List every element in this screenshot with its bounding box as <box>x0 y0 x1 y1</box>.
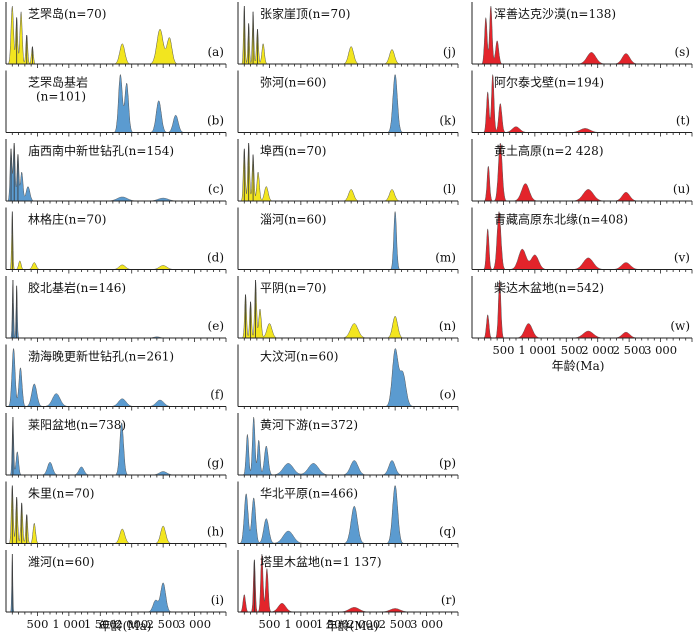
panel-letter: (h) <box>207 525 224 539</box>
panel-label: 芝罘岛(n=70) <box>28 6 106 21</box>
panel-label: 渤海晚更新世钻孔(n=261) <box>28 349 174 364</box>
x-axis-label-col-1: 年龄(Ma) <box>99 619 152 633</box>
x-tick-label: 1 500 <box>550 343 583 357</box>
panel-letter: (w) <box>670 319 690 333</box>
panel-q: 华北平原(n=466) (q) <box>237 481 459 548</box>
panel-label: 芝罘岛基岩 <box>28 75 88 90</box>
panel-label: 胶北基岩(n=146) <box>28 280 126 295</box>
panel-letter: (q) <box>439 525 456 539</box>
x-tick-label: 3 000 <box>410 617 443 631</box>
panel-e: 胶北基岩(n=146) (e) <box>5 276 227 342</box>
x-tick-label: 1 000 <box>52 617 85 631</box>
x-tick-label: 500 <box>26 617 48 631</box>
panel-label: 埠西(n=70) <box>260 144 326 158</box>
x-tick-label: 2 000 <box>347 617 380 631</box>
x-tick-label: 1 000 <box>518 343 551 357</box>
panel-label: 朱里(n=70) <box>28 487 94 501</box>
panel-k: 弥河(n=60) (k) <box>237 70 459 137</box>
panel-letter: (l) <box>443 182 456 196</box>
panel-b: 芝罘岛基岩(n=101) (b) <box>5 70 227 137</box>
panel-letter: (v) <box>674 251 690 265</box>
panel-label-n: (n=101) <box>36 90 86 104</box>
panel-letter: (t) <box>676 114 690 128</box>
x-tick-label: 1 500 <box>84 617 117 631</box>
panel-letter: (b) <box>207 114 224 128</box>
panel-label: 黄土高原(n=2 428) <box>494 143 604 158</box>
panel-d: 林格庄(n=70) (d) <box>5 207 227 274</box>
x-tick-label: 2 000 <box>581 343 614 357</box>
panel-j: 张家崖顶(n=70) (j) <box>237 2 459 68</box>
panel-label: 淄河(n=60) <box>260 213 326 227</box>
panel-letter: (g) <box>207 456 224 470</box>
x-tick-label: 500 <box>492 343 514 357</box>
panel-o: 大汶河(n=60) (o) <box>237 344 459 411</box>
panel-label: 阿尔泰戈壁(n=194) <box>494 75 604 90</box>
panel-group: 芝罘岛(n=70) (a) 芝罘岛基岩(n=101) (b) 庙西南中新世钻孔(n=15… <box>5 2 693 631</box>
panel-label: 浑善达克沙漠(n=138) <box>494 6 616 21</box>
panel-p: 黄河下游(n=372) (p) <box>237 413 459 479</box>
panel-n: 平阴(n=70) (n) <box>237 276 459 342</box>
panel-letter: (p) <box>439 456 456 470</box>
panel-label: 柴达木盆地(n=542) <box>494 281 604 295</box>
panel-s: 浑善达克沙漠(n=138) (s) <box>471 2 693 68</box>
panel-letter: (m) <box>435 251 456 265</box>
panel-letter: (c) <box>208 182 224 196</box>
panel-label: 华北平原(n=466) <box>260 487 358 501</box>
x-tick-label: 2 500 <box>147 617 180 631</box>
panel-letter: (r) <box>441 593 456 607</box>
panel-letter: (a) <box>207 45 224 59</box>
x-tick-label: 3 000 <box>644 343 677 357</box>
x-axis-label-col-2: 年龄(Ma) <box>326 619 379 633</box>
panel-label: 青藏高原东北缘(n=408) <box>494 212 628 227</box>
x-tick-label: 500 <box>258 617 280 631</box>
x-tick-label: 2 000 <box>115 617 148 631</box>
panel-letter: (n) <box>439 319 456 333</box>
panel-label: 莱阳盆地(n=738) <box>28 418 126 432</box>
panel-letter: (e) <box>208 319 224 333</box>
panel-letter: (f) <box>210 388 224 402</box>
panel-letter: (d) <box>207 251 224 265</box>
panel-label: 弥河(n=60) <box>260 75 326 90</box>
panel-label: 林格庄(n=70) <box>28 212 106 227</box>
panel-label: 塔里木盆地(n=1 137) <box>260 555 382 569</box>
panel-c: 庙西南中新世钻孔(n=154) (c) <box>5 139 227 205</box>
panel-letter: (u) <box>673 182 690 196</box>
x-tick-label: 2 500 <box>613 343 646 357</box>
panel-label: 张家崖顶(n=70) <box>260 6 350 21</box>
panel-m: 淄河(n=60) (m) <box>237 207 459 274</box>
x-axis-label-col-3: 年龄(Ma) <box>552 359 605 373</box>
panel-label: 庙西南中新世钻孔(n=154) <box>28 143 174 158</box>
x-tick-label: 2 500 <box>379 617 412 631</box>
panel-u: 黄土高原(n=2 428) (u) <box>471 139 693 205</box>
panel-label: 黄河下游(n=372) <box>260 418 358 432</box>
panel-v: 青藏高原东北缘(n=408) (v) <box>471 207 693 274</box>
panel-letter: (o) <box>439 388 456 402</box>
panel-letter: (k) <box>439 114 456 128</box>
panel-label: 大汶河(n=60) <box>260 349 338 364</box>
panel-h: 朱里(n=70) (h) <box>5 481 227 548</box>
panel-letter: (i) <box>211 593 224 607</box>
panel-t: 阿尔泰戈壁(n=194) (t) <box>471 70 693 137</box>
panel-letter: (s) <box>674 45 690 59</box>
x-tick-label: 3 000 <box>178 617 211 631</box>
panel-label: 潍河(n=60) <box>28 555 94 569</box>
x-tick-label: 1 500 <box>316 617 349 631</box>
x-tick-label: 1 000 <box>284 617 317 631</box>
panel-g: 莱阳盆地(n=738) (g) <box>5 413 227 479</box>
panel-f: 渤海晚更新世钻孔(n=261) (f) <box>5 344 227 411</box>
panel-a: 芝罘岛(n=70) (a) <box>5 2 227 68</box>
panel-l: 埠西(n=70) (l) <box>237 139 459 205</box>
panel-letter: (j) <box>443 45 456 59</box>
panel-label: 平阴(n=70) <box>260 281 326 295</box>
